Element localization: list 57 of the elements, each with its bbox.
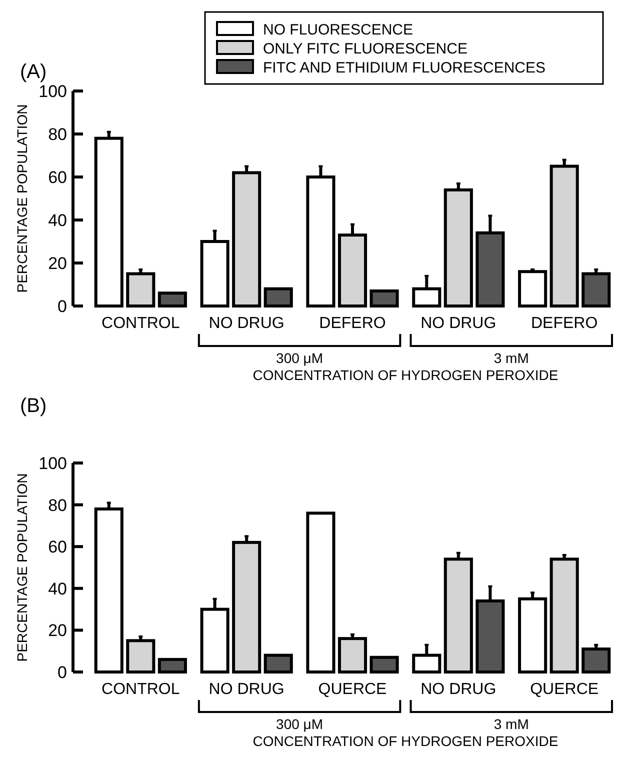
text: CONCENTRATION OF HYDROGEN PEROXIDE [252,733,558,749]
y-tick-label: 100 [38,454,67,473]
bar [444,188,473,308]
y-tick-label: 40 [48,210,67,230]
bar [232,171,262,308]
chart-title: (B) [20,395,47,417]
bar [550,558,579,674]
bar [444,558,473,674]
text: 300 μM [276,716,324,732]
bar [582,272,611,308]
x-tick-label: DEFERO [531,315,598,332]
bar [582,648,611,674]
x-tick-label: NO DRUG [208,315,284,332]
x-tick-label: QUERCE [318,681,387,698]
legend-label: ONLY FITC FLUORESCENCE [263,40,468,58]
text: CONCENTRATION OF HYDROGEN PEROXIDE [252,367,558,383]
y-axis-title: PERCENTAGE POPULATION [14,473,30,662]
bar [232,540,262,674]
bar [306,512,336,674]
y-tick-label: 20 [48,254,67,273]
x-tick-label: DEFERO [319,315,386,332]
x-tick-label: NO DRUG [420,681,496,698]
y-tick-label: 20 [48,621,67,640]
x-tick-label: QUERCE [530,681,599,698]
x-tick-label: CONTROL [102,315,180,332]
y-tick-label: 0 [58,296,67,316]
bar [518,270,548,308]
y-tick-label: 80 [48,496,67,515]
text: 3 mM [494,350,529,366]
bar [338,637,368,674]
bar [126,272,156,308]
text: 300 μM [276,350,324,366]
bar [264,654,293,674]
x-tick-label: NO DRUG [420,315,496,332]
legend-label: NO FLUORESCENCE [263,21,414,38]
bar [518,597,548,674]
bar [550,164,579,308]
y-tick-label: 60 [48,538,67,557]
bar [158,292,187,308]
bar [370,656,399,674]
bar [94,136,124,308]
chart-title: (A) [20,61,47,83]
y-tick-label: 40 [48,579,67,598]
y-axis-title: PERCENTAGE POPULATION [14,104,30,293]
bar [126,639,156,674]
y-tick-label: 0 [58,662,67,682]
bar [94,507,124,674]
y-tick-label: 100 [38,82,67,101]
y-tick-label: 60 [48,168,67,187]
text: 3 mM [494,716,529,732]
x-tick-label: CONTROL [102,681,180,698]
bar [370,289,399,308]
legend-label: FITC AND ETHIDIUM FLUORESCENCES [263,59,546,76]
bar [158,658,187,674]
bar [264,287,293,308]
x-tick-label: NO DRUG [208,681,284,698]
y-tick-label: 80 [48,124,67,144]
